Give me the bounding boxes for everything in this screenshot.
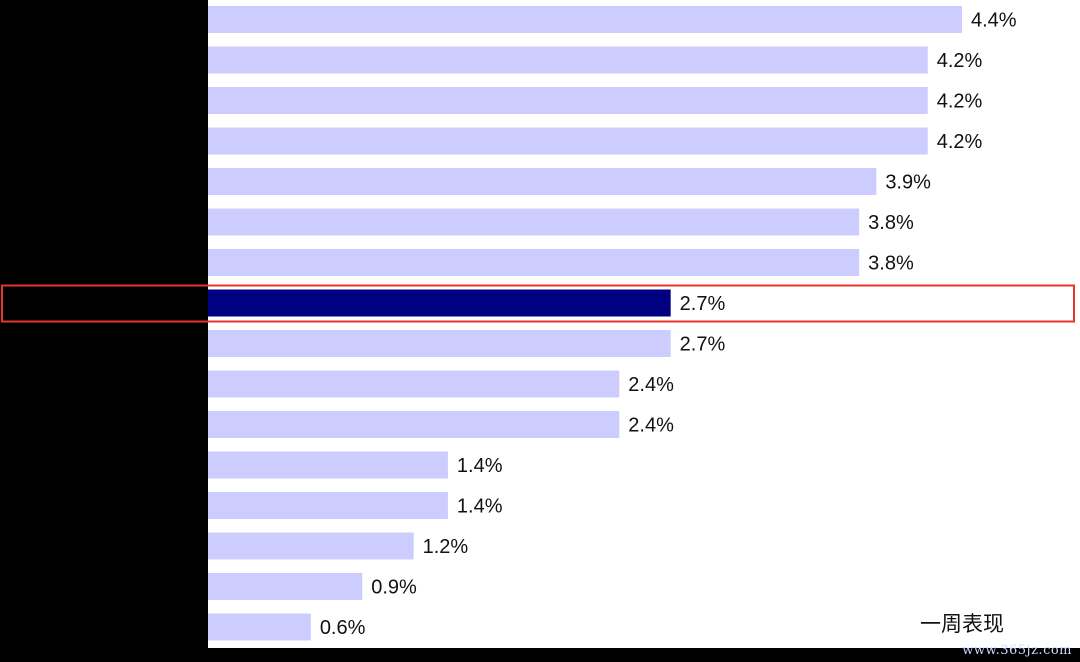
bar bbox=[208, 208, 860, 236]
data-label: 4.2% bbox=[937, 50, 983, 72]
bar bbox=[208, 492, 448, 519]
bar bbox=[208, 411, 620, 438]
bar bbox=[208, 6, 962, 33]
bar bbox=[208, 249, 860, 276]
data-label: 1.4% bbox=[457, 496, 503, 518]
data-label: 4.4% bbox=[971, 10, 1017, 32]
bar bbox=[208, 46, 928, 74]
data-label: 3.8% bbox=[868, 253, 914, 275]
highlight-box bbox=[1, 284, 1075, 323]
bar bbox=[208, 370, 620, 398]
watermark: www.365jz.com bbox=[962, 643, 1072, 658]
bar bbox=[208, 330, 671, 357]
data-label: 3.9% bbox=[885, 172, 931, 194]
bar-highlighted bbox=[208, 289, 671, 317]
data-label: 2.4% bbox=[628, 374, 674, 396]
bar bbox=[208, 613, 311, 641]
bar bbox=[208, 532, 414, 560]
data-label: 1.2% bbox=[423, 536, 469, 558]
bar bbox=[208, 127, 928, 155]
bar bbox=[208, 168, 877, 195]
data-label: 1.4% bbox=[457, 455, 503, 477]
bar bbox=[208, 87, 928, 114]
bar bbox=[208, 573, 363, 600]
data-label: 4.2% bbox=[937, 91, 983, 113]
bar bbox=[208, 451, 448, 479]
data-label: 3.8% bbox=[868, 212, 914, 234]
data-label: 2.4% bbox=[628, 415, 674, 437]
data-label: 0.9% bbox=[371, 577, 417, 599]
data-label: 4.2% bbox=[937, 131, 983, 153]
legend-label: 一周表现 bbox=[920, 612, 1004, 636]
data-label: 2.7% bbox=[680, 293, 726, 315]
data-label: 2.7% bbox=[680, 334, 726, 356]
data-label: 0.6% bbox=[320, 617, 366, 639]
